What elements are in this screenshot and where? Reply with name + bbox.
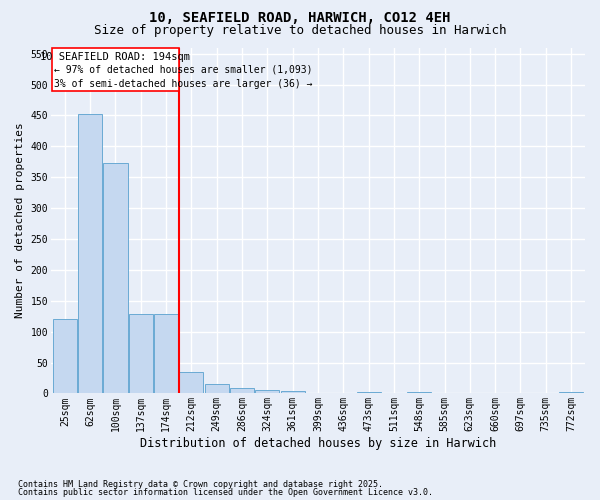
- Bar: [407, 392, 431, 394]
- Text: Size of property relative to detached houses in Harwich: Size of property relative to detached ho…: [94, 24, 506, 37]
- Bar: [205, 384, 229, 394]
- X-axis label: Distribution of detached houses by size in Harwich: Distribution of detached houses by size …: [140, 437, 496, 450]
- Text: 3% of semi-detached houses are larger (36) →: 3% of semi-detached houses are larger (3…: [54, 79, 313, 89]
- Bar: [179, 372, 203, 394]
- Bar: [129, 314, 153, 394]
- Text: Contains public sector information licensed under the Open Government Licence v3: Contains public sector information licen…: [18, 488, 433, 497]
- Bar: [256, 390, 280, 394]
- Text: 10 SEAFIELD ROAD: 194sqm: 10 SEAFIELD ROAD: 194sqm: [40, 52, 190, 62]
- Bar: [356, 392, 380, 394]
- Text: ← 97% of detached houses are smaller (1,093): ← 97% of detached houses are smaller (1,…: [54, 65, 313, 75]
- Bar: [306, 393, 330, 394]
- Text: Contains HM Land Registry data © Crown copyright and database right 2025.: Contains HM Land Registry data © Crown c…: [18, 480, 383, 489]
- Bar: [53, 320, 77, 394]
- Text: 10, SEAFIELD ROAD, HARWICH, CO12 4EH: 10, SEAFIELD ROAD, HARWICH, CO12 4EH: [149, 12, 451, 26]
- Bar: [281, 391, 305, 394]
- Bar: [78, 114, 102, 394]
- FancyBboxPatch shape: [52, 48, 179, 90]
- Bar: [103, 163, 128, 394]
- Bar: [559, 392, 583, 394]
- Y-axis label: Number of detached properties: Number of detached properties: [15, 122, 25, 318]
- Bar: [230, 388, 254, 394]
- Bar: [154, 314, 178, 394]
